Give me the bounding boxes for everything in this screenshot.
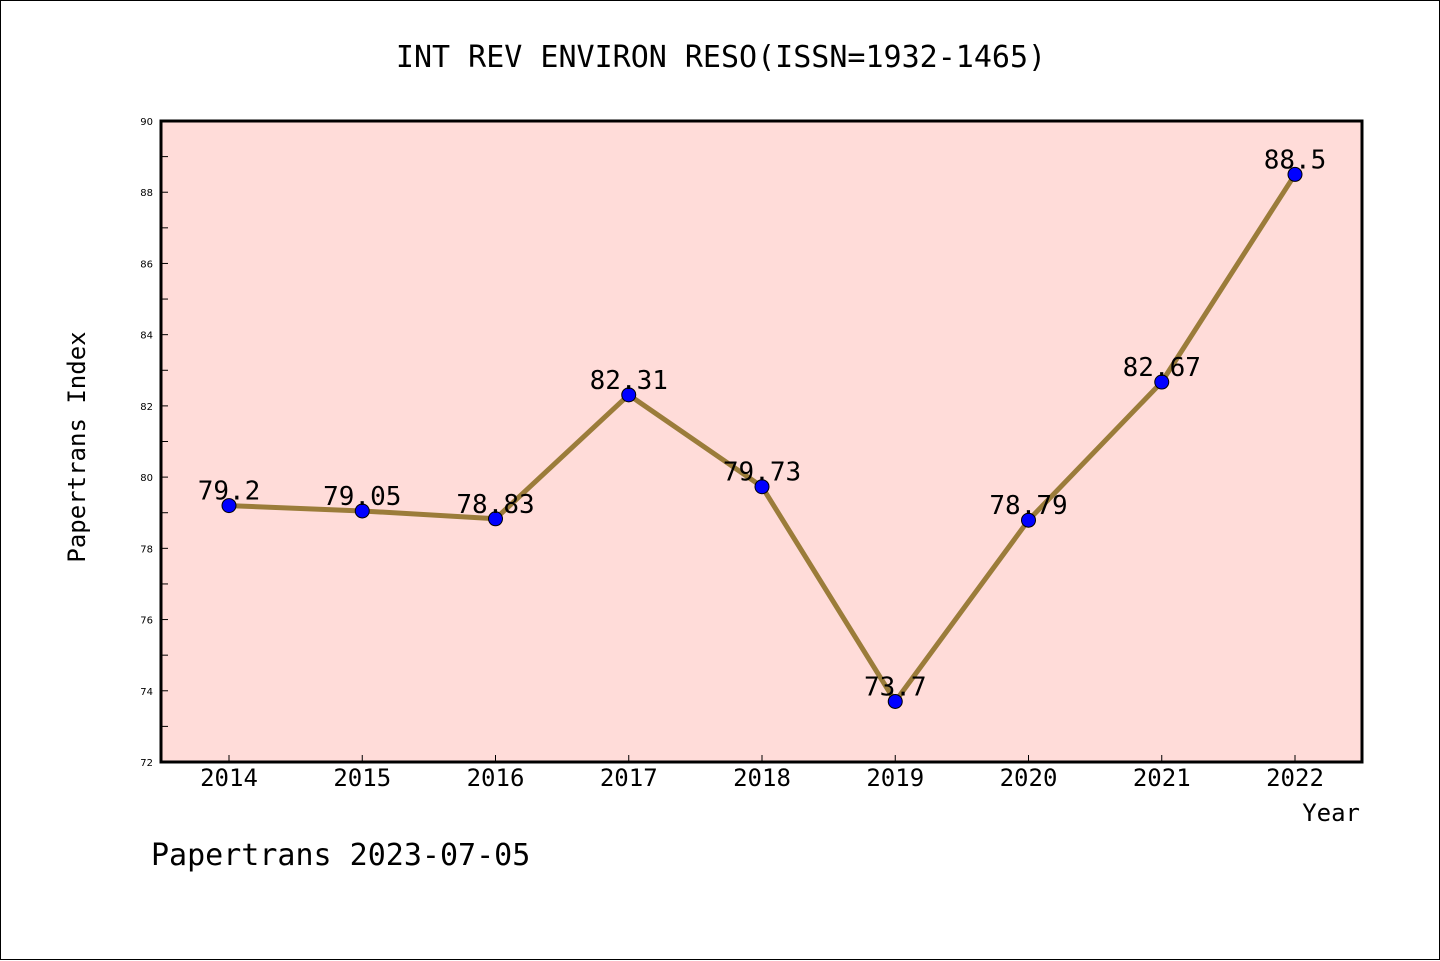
- x-tick-label: 2016: [467, 764, 525, 792]
- data-point: [488, 511, 503, 527]
- data-point: [221, 498, 237, 514]
- data-label: 79.05: [323, 482, 401, 512]
- y-tick-label: 76: [140, 616, 153, 627]
- data-point: [887, 693, 903, 709]
- x-axis-label: Year: [1302, 799, 1360, 827]
- data-point: [621, 387, 637, 403]
- chart-title: INT REV ENVIRON RESO(ISSN=1932-1465): [396, 40, 1046, 75]
- plot-border: [159, 119, 1364, 764]
- data-point: [1154, 374, 1170, 390]
- data-label: 82.67: [1123, 353, 1201, 383]
- y-tick-label: 80: [140, 473, 153, 484]
- x-tick-label: 2022: [1266, 764, 1324, 792]
- x-tick-label: 2019: [866, 764, 924, 792]
- y-tick-label: 86: [140, 259, 153, 270]
- y-tick-label: 82: [140, 402, 153, 413]
- data-label: 78.79: [989, 491, 1067, 521]
- x-tick-label: 2015: [333, 764, 391, 792]
- data-label: 88.5: [1264, 145, 1327, 175]
- footer-caption: Papertrans 2023-07-05: [151, 838, 530, 873]
- x-tick-label: 2014: [200, 764, 258, 792]
- series-papertrans-index: 79.2 79.05 78.83 82.31 79.73 73.7 78.79 82.67 88…: [198, 145, 1327, 709]
- x-axis: 2014 2015 2016 2017 2018 2019 2020 2021 2022: [200, 755, 1324, 792]
- data-point: [1287, 166, 1303, 182]
- data-point: [754, 479, 770, 495]
- data-label: 79.2: [198, 477, 261, 507]
- data-label: 82.31: [590, 366, 668, 396]
- x-tick-label: 2017: [600, 764, 658, 792]
- x-tick-label: 2018: [733, 764, 791, 792]
- plot-area: [161, 121, 1362, 762]
- data-label: 79.73: [723, 458, 801, 488]
- y-tick-label: 90: [140, 117, 153, 128]
- y-tick-label: 78: [140, 544, 153, 555]
- x-tick-label: 2020: [1000, 764, 1058, 792]
- y-tick-label: 88: [140, 188, 153, 199]
- x-tick-label: 2021: [1133, 764, 1191, 792]
- y-tick-label: 72: [140, 758, 153, 769]
- data-point: [354, 503, 370, 519]
- y-tick-label: 84: [140, 331, 153, 342]
- y-axis: 72 74 76 78 80 82 84 86 88 90: [140, 117, 168, 769]
- y-tick-label: 74: [140, 687, 153, 698]
- data-label: 73.7: [864, 672, 927, 702]
- y-axis-label: Papertrans Index: [63, 331, 91, 562]
- data-label: 78.83: [456, 490, 534, 520]
- data-point: [1021, 512, 1036, 528]
